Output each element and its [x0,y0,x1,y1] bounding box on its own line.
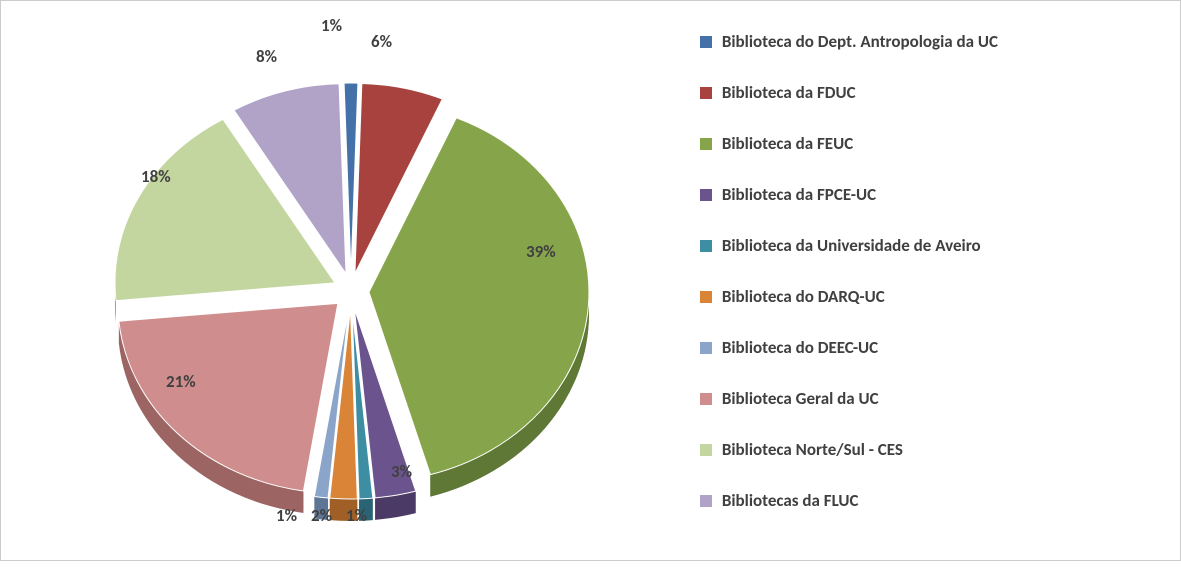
legend-item: Biblioteca da FEUC [700,133,1160,154]
legend-item: Bibliotecas da FLUC [700,490,1160,511]
slice-percent-label: 3% [391,461,412,482]
slice-percent-label: 39% [526,241,556,262]
legend-label: Biblioteca do DEEC-UC [722,337,878,358]
legend-marker [700,138,712,150]
pie-chart-svg [21,11,681,572]
legend-item: Biblioteca Geral da UC [700,388,1160,409]
legend-label: Biblioteca da FPCE-UC [722,184,876,205]
legend-label: Biblioteca do Dept. Antropologia da UC [722,31,998,52]
legend-item: Biblioteca da FPCE-UC [700,184,1160,205]
legend-marker [700,495,712,507]
pie-chart-area: 1% 6% 39% 3% 1% 2% 1% 21% 18% 8% [1,1,660,562]
legend-label: Biblioteca da FEUC [722,133,853,154]
slice-percent-label: 1% [346,505,367,526]
legend-marker [700,87,712,99]
legend-item: Biblioteca Norte/Sul - CES [700,439,1160,460]
legend-item: Biblioteca da FDUC [700,82,1160,103]
legend-label: Biblioteca do DARQ-UC [722,286,885,307]
legend-marker [700,393,712,405]
slice-percent-label: 1% [276,505,297,526]
legend: Biblioteca do Dept. Antropologia da UC Bi… [660,1,1180,562]
legend-label: Biblioteca Geral da UC [722,388,879,409]
chart-container: 1% 6% 39% 3% 1% 2% 1% 21% 18% 8% Biblioteca do De… [0,0,1181,561]
legend-marker [700,291,712,303]
slice-percent-label: 6% [371,31,392,52]
slice-percent-label: 21% [166,371,196,392]
legend-label: Bibliotecas da FLUC [722,490,859,511]
slice-percent-label: 2% [311,505,332,526]
legend-label: Biblioteca da Universidade de Aveiro [722,235,981,256]
legend-item: Biblioteca do DEEC-UC [700,337,1160,358]
legend-marker [700,189,712,201]
legend-item: Biblioteca da Universidade de Aveiro [700,235,1160,256]
legend-marker [700,342,712,354]
pie-slice [119,303,338,491]
legend-marker [700,240,712,252]
legend-label: Biblioteca Norte/Sul - CES [722,439,903,460]
legend-item: Biblioteca do Dept. Antropologia da UC [700,31,1160,52]
slice-percent-label: 1% [321,15,342,36]
slice-percent-label: 18% [141,166,171,187]
legend-marker [700,36,712,48]
legend-label: Biblioteca da FDUC [722,82,856,103]
legend-item: Biblioteca do DARQ-UC [700,286,1160,307]
legend-marker [700,444,712,456]
slice-percent-label: 8% [256,46,277,67]
